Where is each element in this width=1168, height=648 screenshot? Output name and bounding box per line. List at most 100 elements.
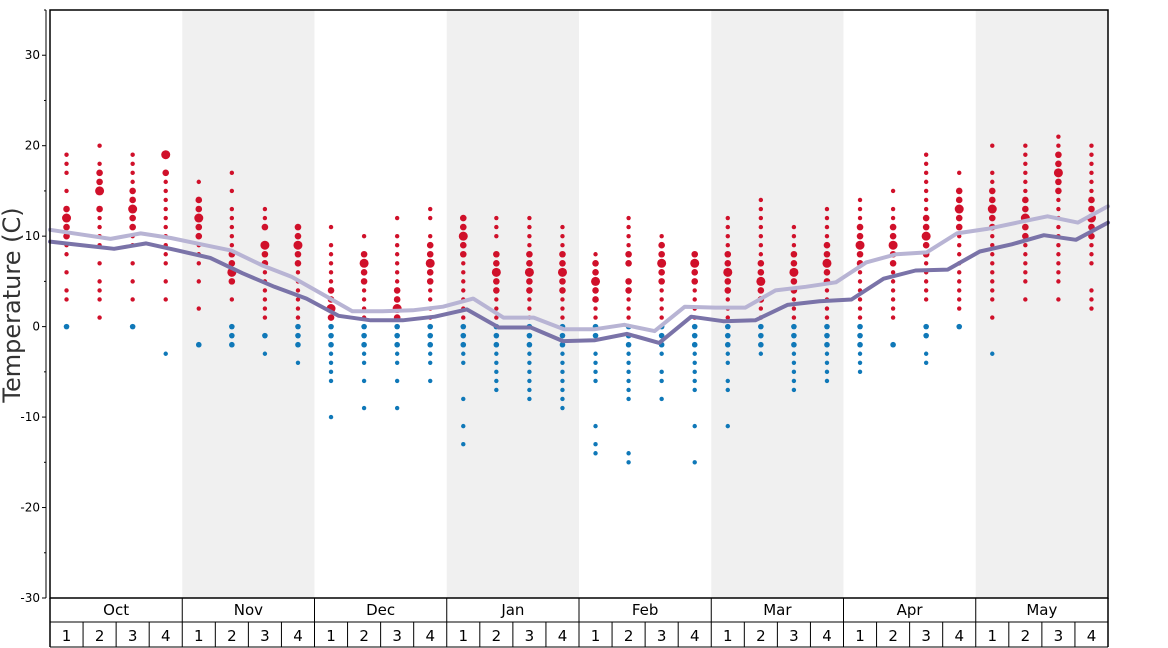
warm-temperature-dot (493, 259, 500, 267)
warm-temperature-dot (957, 306, 962, 311)
warm-temperature-dot (493, 287, 500, 294)
warm-temperature-dot (195, 205, 203, 213)
warm-temperature-dot (1055, 160, 1062, 168)
week-label: 1 (459, 627, 469, 645)
cold-temperature-dot (493, 332, 500, 339)
cold-temperature-dot (262, 351, 268, 356)
week-label: 4 (822, 627, 832, 645)
average-lines (48, 204, 1110, 345)
cold-temperature-dot (394, 351, 400, 356)
cold-temperature-dot (824, 369, 830, 375)
cold-temperature-dot (691, 323, 698, 330)
cold-temperature-dot (659, 351, 664, 356)
week-label: 3 (392, 627, 402, 645)
warm-temperature-dot (923, 297, 929, 302)
warm-temperature-dot (691, 250, 699, 258)
warm-temperature-dot (425, 258, 435, 268)
week-label: 1 (723, 627, 733, 645)
warm-temperature-dot (163, 279, 168, 284)
warm-temperature-dot (923, 188, 929, 194)
cold-temperature-dot (229, 323, 235, 330)
cold-temperature-dot (626, 387, 631, 393)
warm-temperature-dot (923, 179, 929, 185)
warm-temperature-dot (294, 223, 302, 231)
warm-temperature-dot (657, 258, 667, 268)
warm-temperature-dot (64, 161, 69, 166)
warm-temperature-dot (130, 261, 135, 266)
warm-temperature-dot (1089, 152, 1094, 157)
warm-temperature-dot (97, 224, 102, 230)
warm-temperature-dot (955, 214, 963, 222)
warm-temperature-dot (625, 259, 632, 267)
cold-temperature-dot (990, 351, 995, 356)
warm-temperature-dot (890, 270, 896, 275)
warm-temperature-dot (196, 279, 201, 284)
warm-temperature-dot (1089, 179, 1094, 185)
warm-temperature-dot (957, 243, 962, 248)
cold-temperature-dot (659, 378, 664, 384)
warm-temperature-dot (691, 278, 699, 285)
warm-temperature-dot (328, 224, 334, 230)
warm-temperature-dot (1089, 306, 1094, 311)
cold-temperature-dot (559, 341, 566, 348)
cold-temperature-dot (791, 387, 797, 393)
warm-temperature-dot (130, 179, 135, 185)
warm-temperature-dot (327, 314, 335, 321)
warm-temperature-dot (97, 279, 102, 284)
warm-temperature-dot (328, 270, 334, 275)
warm-temperature-dot (889, 232, 897, 240)
x-axis: Oct 1 2 3 4 Nov 1 2 3 4 Dec 1 2 3 4 Jan 1 2 3 4 Feb 1 2 3 4 Mar 1 2… (49, 598, 1109, 648)
warm-temperature-dot (527, 233, 532, 239)
warm-temperature-dot (659, 288, 664, 293)
warm-temperature-dot (394, 243, 400, 248)
warm-temperature-dot (757, 269, 765, 276)
warm-temperature-dot (758, 215, 764, 221)
cold-temperature-dot (361, 378, 367, 384)
cold-temperature-dot (361, 323, 367, 330)
warm-temperature-dot (328, 279, 334, 284)
cold-temperature-dot (494, 378, 499, 384)
cold-temperature-dot (692, 378, 697, 384)
warm-temperature-dot (790, 259, 798, 267)
warm-temperature-dot (559, 278, 566, 285)
warm-temperature-dot (855, 240, 865, 250)
warm-temperature-dot (1089, 243, 1094, 248)
warm-temperature-dot (527, 243, 532, 248)
week-label: 1 (591, 627, 601, 645)
cold-temperature-dot (461, 360, 466, 365)
warm-temperature-dot (295, 315, 301, 320)
warm-temperature-dot (394, 215, 400, 221)
warm-temperature-dot (461, 270, 466, 275)
cold-temperature-dot (262, 332, 268, 339)
warm-temperature-dot (428, 288, 433, 293)
cold-temperature-dot (461, 396, 466, 402)
cold-temperature-dot (659, 396, 664, 402)
warm-temperature-dot (957, 252, 962, 257)
warm-temperature-dot (990, 315, 995, 320)
warm-temperature-dot (626, 315, 631, 320)
warm-temperature-dot (559, 287, 566, 294)
cold-temperature-dot (725, 423, 730, 429)
cold-temperature-dot (361, 360, 367, 365)
cold-temperature-dot (626, 451, 631, 456)
warm-temperature-dot (758, 233, 764, 239)
cold-temperature-dot (560, 360, 565, 365)
warm-temperature-dot (824, 215, 830, 221)
cold-temperature-dot (494, 351, 499, 356)
warm-temperature-dot (196, 179, 201, 185)
cold-temperature-dot (593, 369, 598, 375)
warm-temperature-dot (97, 315, 102, 320)
cold-temperature-dot (328, 360, 334, 365)
week-label: 3 (921, 627, 931, 645)
warm-temperature-dot (625, 278, 632, 285)
warm-temperature-dot (1022, 205, 1029, 213)
cold-temperature-dot (527, 369, 532, 375)
warm-temperature-dot (593, 252, 598, 257)
warm-temperature-dot (659, 233, 664, 239)
cold-temperature-dot (593, 451, 598, 456)
cold-temperature-dot (956, 323, 963, 330)
cold-temperature-dot (461, 442, 466, 447)
warm-temperature-dot (1023, 243, 1028, 248)
min-temperature-line (48, 220, 1110, 345)
warm-temperature-dot (957, 270, 962, 275)
